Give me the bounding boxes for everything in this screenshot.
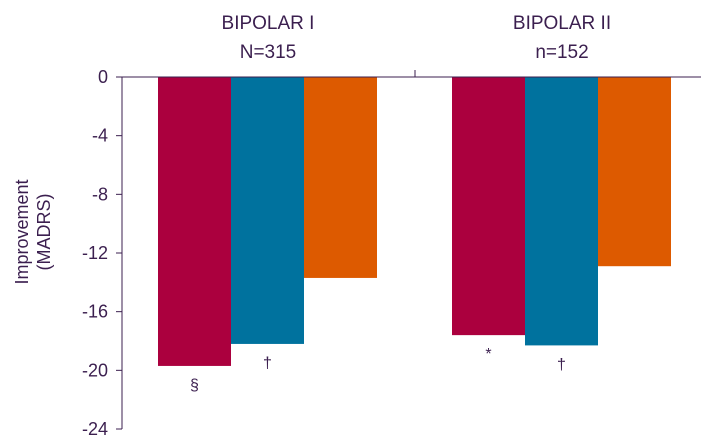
- significance-marker: †: [263, 355, 272, 372]
- bar-group-1-series-3: [304, 77, 377, 278]
- group-labels: BIPOLAR I N=315 BIPOLAR II n=152: [222, 13, 612, 63]
- significance-markers: § † * †: [190, 346, 566, 394]
- y-tick-label: -16: [82, 302, 108, 322]
- bar-group-1-series-1: [158, 77, 231, 366]
- bar-group-1-series-2: [231, 77, 304, 344]
- group-label-bipolar-2-n: n=152: [535, 42, 588, 63]
- bar-group-2-series-2: [525, 77, 598, 346]
- significance-marker: §: [190, 377, 199, 394]
- y-axis-label-line-1: Improvement: [12, 179, 32, 284]
- group-label-bipolar-1-title: BIPOLAR I: [222, 13, 315, 34]
- bars: [158, 77, 671, 366]
- y-tick-label: -4: [92, 126, 108, 146]
- y-tick-label: -8: [92, 184, 108, 204]
- bar-group-2-series-3: [598, 77, 671, 267]
- group-label-bipolar-2-title: BIPOLAR II: [513, 13, 611, 34]
- y-ticks: 0 -4 -8 -12 -16 -20 -24: [82, 67, 122, 439]
- y-tick-label: -20: [82, 360, 108, 380]
- y-axis-label: Improvement (MADRS): [12, 179, 54, 284]
- bar-group-2-series-1: [452, 77, 525, 336]
- y-tick-label: 0: [98, 67, 108, 87]
- significance-marker: †: [557, 356, 566, 373]
- y-tick-label: -12: [82, 243, 108, 263]
- y-axis-label-line-2: (MADRS): [34, 194, 54, 271]
- significance-marker: *: [485, 346, 491, 363]
- y-tick-label: -24: [82, 419, 108, 439]
- group-label-bipolar-1-n: N=315: [240, 42, 297, 63]
